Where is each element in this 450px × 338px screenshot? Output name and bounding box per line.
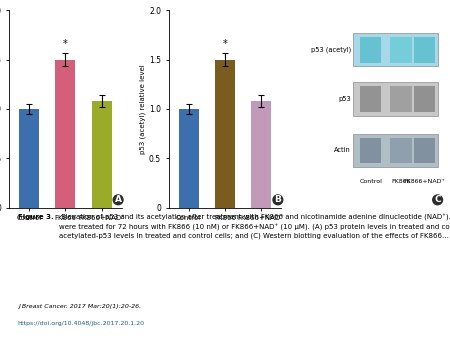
- Bar: [353, 134, 437, 167]
- Text: Actin: Actin: [334, 147, 351, 153]
- Bar: [414, 37, 436, 63]
- Bar: [353, 33, 437, 67]
- Bar: [353, 82, 437, 116]
- Text: Figure 3.: Figure 3.: [18, 214, 54, 220]
- Text: Elevation of p53 and its acetylation after treatment with FK866 and nicotinamide: Elevation of p53 and its acetylation aft…: [58, 214, 450, 239]
- Bar: [360, 37, 382, 63]
- Bar: [391, 86, 412, 112]
- Text: J Breast Cancer. 2017 Mar;20(1):20-26.: J Breast Cancer. 2017 Mar;20(1):20-26.: [18, 304, 141, 309]
- Text: C: C: [434, 195, 441, 204]
- Text: B: B: [274, 195, 281, 204]
- Bar: [414, 86, 436, 112]
- Text: FK866: FK866: [392, 179, 411, 184]
- Text: *: *: [223, 39, 227, 49]
- Text: FK866+NAD⁺: FK866+NAD⁺: [404, 179, 446, 184]
- Bar: [414, 138, 436, 163]
- Text: *: *: [63, 39, 68, 49]
- Text: https://doi.org/10.4048/jbc.2017.20.1.20: https://doi.org/10.4048/jbc.2017.20.1.20: [18, 321, 144, 327]
- Text: p53: p53: [338, 96, 351, 102]
- Bar: [360, 86, 382, 112]
- Y-axis label: p53 (acetyl) relative level: p53 (acetyl) relative level: [140, 64, 146, 154]
- Bar: [179, 109, 199, 208]
- Bar: [55, 59, 75, 208]
- Text: p53 (acetyl): p53 (acetyl): [311, 46, 351, 53]
- Text: A: A: [115, 195, 122, 204]
- Text: Control: Control: [359, 179, 382, 184]
- Bar: [19, 109, 39, 208]
- Bar: [251, 101, 271, 208]
- Bar: [391, 138, 412, 163]
- Bar: [360, 138, 382, 163]
- Bar: [91, 101, 112, 208]
- Bar: [215, 59, 235, 208]
- Bar: [391, 37, 412, 63]
